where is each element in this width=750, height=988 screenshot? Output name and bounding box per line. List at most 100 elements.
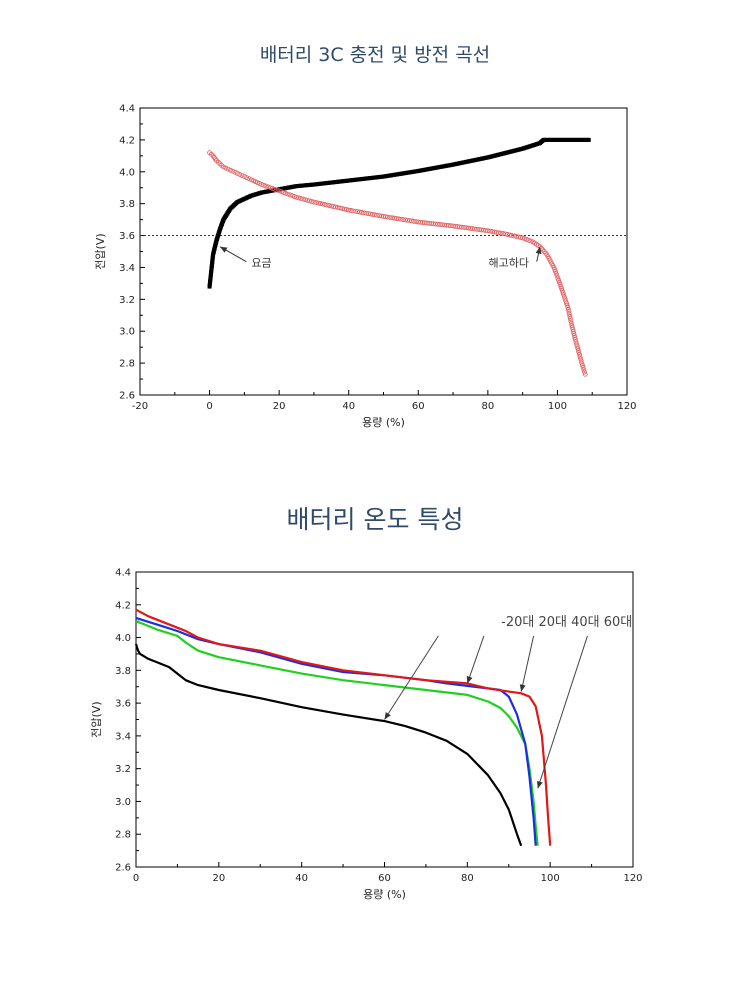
discharge-point	[398, 216, 404, 222]
discharge-point	[409, 218, 415, 224]
chart2-title: 배터리 온도 특성	[286, 505, 464, 534]
discharge-point	[420, 220, 426, 225]
discharge-point	[333, 204, 339, 210]
discharge-point	[278, 189, 284, 195]
discharge-point	[307, 198, 312, 204]
discharge-point	[450, 223, 456, 229]
discharge-point	[283, 190, 289, 196]
discharge-point	[576, 350, 582, 355]
discharge-point	[574, 341, 579, 347]
discharge-point	[237, 172, 243, 177]
discharge-point	[335, 205, 341, 210]
discharge-point	[272, 186, 278, 192]
x-tick-label: 80	[481, 401, 494, 412]
discharge-point	[296, 195, 302, 201]
discharge-point	[318, 201, 323, 206]
discharge-point	[522, 236, 528, 242]
discharge-point	[566, 311, 572, 317]
discharge-point	[309, 199, 315, 204]
discharge-point	[444, 222, 449, 228]
discharge-point	[463, 225, 469, 231]
discharge-point	[526, 237, 532, 243]
discharge-point	[411, 218, 417, 224]
discharge-point	[580, 362, 585, 368]
discharge-point	[481, 227, 486, 233]
discharge-point	[574, 343, 580, 349]
discharge-point	[289, 193, 295, 199]
discharge-point	[378, 213, 384, 219]
discharge-point	[551, 265, 557, 270]
discharge-point	[232, 169, 238, 175]
discharge-point	[239, 173, 245, 178]
annotation-arrow	[535, 246, 542, 262]
discharge-point	[505, 232, 510, 237]
discharge-point	[560, 290, 566, 296]
discharge-point	[487, 228, 493, 234]
discharge-point	[498, 230, 504, 236]
discharge-point	[465, 225, 471, 231]
discharge-point	[381, 214, 386, 219]
x-tick-label: 100	[548, 401, 567, 412]
discharge-point	[437, 222, 443, 227]
discharge-point	[572, 335, 578, 341]
discharge-point	[496, 230, 502, 236]
discharge-point	[500, 231, 506, 236]
discharge-point	[374, 212, 380, 218]
discharge-point	[348, 208, 354, 213]
discharge-point	[246, 176, 252, 182]
discharge-point	[341, 206, 347, 212]
discharge-point	[528, 238, 534, 244]
discharge-point	[431, 221, 436, 227]
discharge-point	[513, 234, 519, 239]
discharge-point	[394, 216, 399, 221]
discharge-point	[287, 192, 293, 198]
discharge-point	[578, 356, 584, 362]
discharge-point	[363, 210, 369, 216]
discharge-point	[575, 345, 581, 351]
discharge-point	[415, 219, 421, 225]
y-tick-label: 2.8	[119, 359, 135, 370]
discharge-point	[400, 217, 406, 222]
discharge-point	[457, 224, 462, 230]
discharge-point	[376, 213, 382, 219]
discharge-point	[571, 333, 577, 338]
discharge-point	[407, 218, 412, 224]
series-charge	[207, 137, 591, 289]
discharge-point	[564, 300, 569, 306]
discharge-point	[263, 183, 269, 189]
discharge-point	[577, 354, 583, 360]
discharge-point	[485, 228, 491, 234]
discharge-point	[265, 184, 271, 190]
discharge-point	[281, 190, 286, 195]
discharge-point	[502, 231, 508, 237]
discharge-point	[285, 191, 291, 197]
chart1-title: 배터리 3C 충전 및 방전 곡선	[259, 44, 491, 66]
discharge-point	[352, 208, 358, 214]
discharge-point	[234, 170, 240, 176]
discharge-point	[573, 337, 578, 343]
y-tick-label: 3.6	[119, 231, 135, 242]
discharge-point	[459, 224, 465, 230]
y-tick-label: 4.2	[119, 135, 135, 146]
discharge-point	[435, 221, 441, 227]
discharge-point	[509, 233, 515, 238]
x-tick-label: 120	[617, 401, 636, 412]
x-axis-label: 용량 (%)	[362, 416, 405, 429]
discharge-point	[563, 298, 569, 304]
discharge-point	[561, 292, 567, 298]
discharge-point	[489, 229, 495, 234]
discharge-point	[470, 226, 476, 232]
discharge-point	[324, 202, 330, 208]
discharge-point	[320, 201, 326, 207]
discharge-point	[433, 221, 439, 227]
discharge-point	[422, 220, 428, 226]
discharge-point	[276, 188, 282, 194]
discharge-point	[561, 294, 567, 300]
discharge-point	[270, 186, 276, 191]
discharge-point	[580, 365, 586, 370]
discharge-point	[350, 208, 356, 214]
discharge-point	[274, 187, 280, 193]
discharge-point	[474, 226, 480, 232]
series-discharge	[207, 150, 588, 377]
discharge-point	[370, 212, 376, 217]
